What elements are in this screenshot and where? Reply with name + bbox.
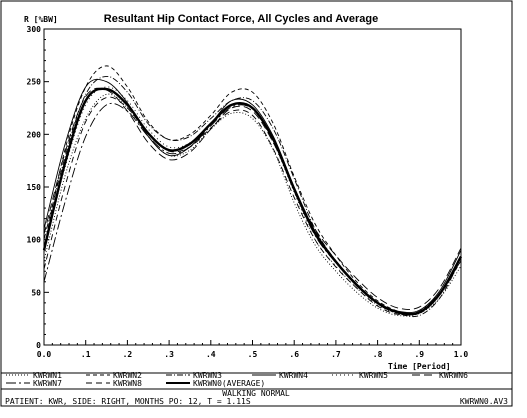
series-line-kwrwn6 xyxy=(43,87,462,310)
y-tick-label: 50 xyxy=(31,288,41,297)
y-tick-label: 150 xyxy=(27,183,42,192)
x-tick-label: .1 xyxy=(81,350,91,359)
x-tick-label: .4 xyxy=(206,350,216,359)
x-axis: 0.0 .1 .2 .3 .4 .5 .6 .7 .8 .9 1.0 xyxy=(37,340,469,359)
legend-label: KWRWN7 xyxy=(33,379,62,388)
y-axis: 0 50 100 150 200 250 300 xyxy=(27,25,49,350)
x-axis-label: Time [Period] xyxy=(388,361,451,371)
legend-label: KWRWN1 xyxy=(33,371,62,380)
x-tick-label: .3 xyxy=(164,350,174,359)
patient-info: PATIENT: KWR, SIDE: RIGHT, MONTHS PO: 12… xyxy=(5,397,251,406)
y-tick-label: 250 xyxy=(27,78,42,87)
series-line-kwrwn5 xyxy=(43,86,462,316)
chart-title: Resultant Hip Contact Force, All Cycles … xyxy=(104,13,378,25)
x-tick-label: .7 xyxy=(331,350,341,359)
series-line-kwrwn3 xyxy=(43,75,462,318)
series-line-kwrwn2 xyxy=(43,65,462,316)
legend-label: KWRWN6 xyxy=(439,371,468,380)
y-tick-label: 100 xyxy=(27,236,42,245)
legend: KWRWN1 KWRWN2 KWRWN3 KWRWN4 KWRWN5 KWRWN6 KWRW… xyxy=(6,371,468,388)
y-axis-label: R [%BW] xyxy=(24,15,58,24)
file-name: KWRWN0.AV3 xyxy=(460,397,508,406)
series-line-kwrwn8 xyxy=(43,96,462,316)
legend-label: KWRWN5 xyxy=(359,371,388,380)
legend-label: KWRWN3 xyxy=(193,371,222,380)
y-tick-label: 0 xyxy=(36,341,41,350)
legend-label: KWRWN8 xyxy=(113,379,142,388)
series-line-kwrwn7 xyxy=(43,102,462,315)
outer-border xyxy=(0,0,513,407)
x-tick-label: 1.0 xyxy=(454,350,469,359)
activity-label: WALKING NORMAL xyxy=(222,389,290,398)
x-tick-label: .6 xyxy=(289,350,299,359)
x-tick-label: 0.0 xyxy=(37,350,52,359)
x-tick-label: .5 xyxy=(248,350,258,359)
series-line-kwrwn0-average xyxy=(42,87,463,316)
series-lines xyxy=(42,65,463,318)
x-tick-label: .9 xyxy=(414,350,424,359)
legend-label: KWRWN2 xyxy=(113,371,142,380)
x-tick-label: .2 xyxy=(123,350,133,359)
y-tick-label: 300 xyxy=(27,25,42,34)
y-tick-label: 200 xyxy=(27,130,42,139)
x-tick-label: .8 xyxy=(373,350,383,359)
series-line-kwrwn4 xyxy=(43,78,462,313)
legend-label: KWRWN4 xyxy=(279,371,308,380)
series-line-kwrwn1 xyxy=(43,93,462,317)
legend-label: KWRWN0(AVERAGE) xyxy=(193,379,265,388)
